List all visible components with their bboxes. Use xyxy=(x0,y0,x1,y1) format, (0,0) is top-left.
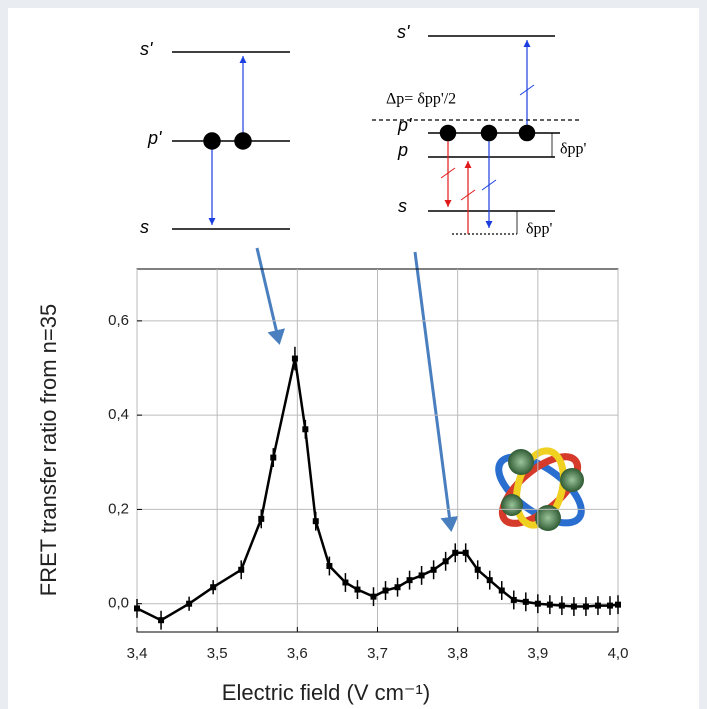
data-point xyxy=(394,584,401,591)
atom xyxy=(439,124,457,142)
level-label: p xyxy=(397,140,408,160)
data-point xyxy=(430,566,437,573)
data-point xyxy=(594,602,601,609)
data-point xyxy=(158,617,165,624)
molecule-icon xyxy=(495,447,585,531)
data-point xyxy=(406,577,413,584)
level-label: s' xyxy=(140,39,153,59)
break-mark xyxy=(440,167,456,179)
data-point xyxy=(382,587,389,594)
level-label: s' xyxy=(397,22,410,42)
data-point xyxy=(291,355,298,362)
data-point xyxy=(302,426,309,433)
data-point xyxy=(270,454,277,461)
data-point xyxy=(546,601,553,608)
break-mark xyxy=(519,84,535,96)
x-tick-label: 4,0 xyxy=(608,645,629,662)
data-point xyxy=(510,596,517,603)
level-label: s xyxy=(398,196,407,216)
panel xyxy=(8,8,699,709)
y-tick-label: 0,6 xyxy=(108,312,129,329)
data-point xyxy=(258,515,265,522)
data-point xyxy=(134,605,140,612)
data-point xyxy=(522,598,529,605)
data-point xyxy=(452,549,459,556)
x-tick-label: 3,4 xyxy=(127,645,148,662)
y-tick-label: 0,2 xyxy=(108,500,129,517)
data-point xyxy=(418,572,425,579)
level-label: p' xyxy=(397,115,412,135)
atom xyxy=(203,132,221,150)
y-tick-label: 0,0 xyxy=(108,595,129,612)
x-tick-label: 3,6 xyxy=(287,645,308,662)
atom xyxy=(234,132,252,150)
pointer-arrow xyxy=(413,251,459,532)
data-point xyxy=(312,518,319,525)
x-tick-label: 3,8 xyxy=(447,645,468,662)
atom xyxy=(480,124,498,142)
data-point xyxy=(486,577,493,584)
delta-label: δpp' xyxy=(560,141,587,158)
break-mark xyxy=(460,189,476,201)
data-point xyxy=(186,600,193,607)
left-diagram xyxy=(172,51,290,230)
x-tick-label: 3,9 xyxy=(527,645,548,662)
data-point xyxy=(570,603,577,610)
level-label: s xyxy=(140,217,149,237)
delta-label: δpp' xyxy=(526,221,553,238)
data-point xyxy=(606,602,613,609)
data-point xyxy=(326,563,333,569)
data-point xyxy=(558,602,565,609)
y-tick-label: 0,4 xyxy=(108,406,129,423)
pointer-arrow xyxy=(255,247,286,345)
data-point xyxy=(442,558,449,565)
data-point xyxy=(474,566,481,573)
y-axis-label: FRET transfer ratio from n=35 xyxy=(36,304,61,596)
break-mark xyxy=(481,179,497,191)
data-point xyxy=(615,601,621,608)
data-point xyxy=(462,549,469,556)
atom xyxy=(518,124,536,142)
delta-label: Δp= δpp'/2 xyxy=(386,91,456,108)
data-point xyxy=(342,579,349,586)
data-point xyxy=(370,593,377,600)
data-point xyxy=(354,586,361,593)
x-tick-label: 3,5 xyxy=(207,645,228,662)
data-point xyxy=(498,587,505,594)
x-tick-label: 3,7 xyxy=(367,645,388,662)
data-point xyxy=(238,566,245,573)
data-point xyxy=(534,600,541,607)
level-label: p' xyxy=(147,128,162,148)
x-axis-label: Electric field (V cm⁻¹) xyxy=(222,680,430,705)
right-diagram xyxy=(372,35,582,235)
data-point xyxy=(582,603,589,610)
data-point xyxy=(210,584,217,591)
